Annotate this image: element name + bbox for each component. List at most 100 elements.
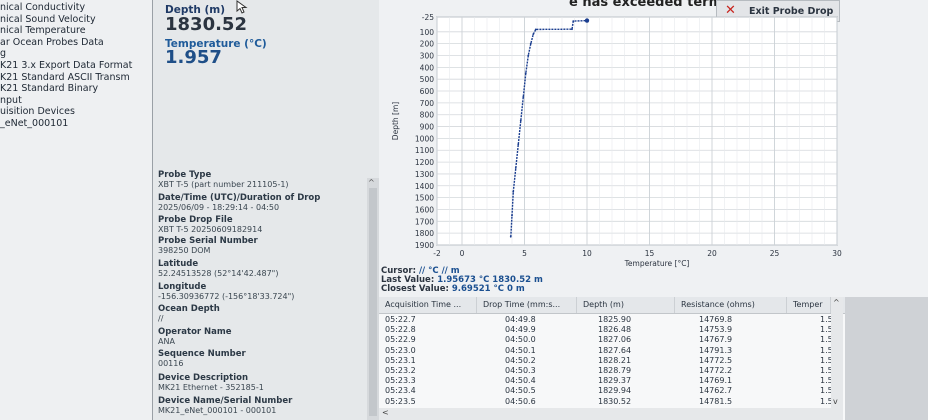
table-vertical-scrollbar[interactable]: ^ v <box>831 297 843 420</box>
depth-temperature-chart[interactable]: -251002003004005006007008009001000110012… <box>379 0 845 290</box>
metadata-value: ANA <box>158 337 175 346</box>
table-cell: 14772.5 <box>699 355 733 365</box>
metadata-label: Probe Serial Number <box>158 236 258 246</box>
table-cell: 05:22.9 <box>385 335 416 345</box>
metadata-label: Latitude <box>158 259 199 269</box>
y-tick-label: 1200 <box>415 158 434 167</box>
metadata-value: MK21 Ethernet - 352185-1 <box>158 383 264 392</box>
table-cell: 1.5 <box>820 355 833 365</box>
y-tick-label: 1800 <box>415 229 434 238</box>
table-cell: 1.5 <box>820 345 833 355</box>
x-tick-label: 15 <box>645 249 655 258</box>
data-point <box>512 190 515 193</box>
table-header-row <box>379 297 845 314</box>
plot-panel: e has exceeded terminal depth ✕ Exit Pro… <box>379 0 928 420</box>
data-point <box>524 72 527 75</box>
y-tick-label: 1400 <box>415 182 434 191</box>
x-tick-label: 0 <box>460 249 465 258</box>
x-tick-label: 25 <box>770 249 780 258</box>
metadata-value: -156.30936772 (-156°18'33.724") <box>158 292 295 301</box>
column-header[interactable]: Resistance (ohms) <box>675 297 787 313</box>
table-cell: 05:23.1 <box>385 355 416 365</box>
column-header[interactable]: Depth (m) <box>577 297 675 313</box>
tree-item[interactable]: nput <box>0 94 22 106</box>
column-header[interactable]: Acquisition Time ... <box>379 297 477 313</box>
table-cell: 04:49.8 <box>505 315 536 324</box>
y-tick-label: 1500 <box>415 194 434 203</box>
tree-item[interactable]: nical Sound Velocity <box>0 13 96 25</box>
table-cell: 1.5 <box>820 376 833 386</box>
column-header[interactable]: Temper <box>787 297 831 313</box>
tree-item[interactable]: nical Temperature <box>0 25 86 37</box>
table-cell: 14769.1 <box>699 376 733 386</box>
depth-label: Depth (m) <box>165 4 226 16</box>
metadata-label: Probe Type <box>158 170 212 180</box>
surface-marker <box>584 18 590 23</box>
tree-item[interactable]: nical Conductivity <box>0 2 86 13</box>
metadata-value: XBT T-5 (part number 211105-1) <box>158 180 289 189</box>
table-cell: 14767.9 <box>699 335 733 345</box>
data-point <box>522 96 525 98</box>
mouse-cursor-icon <box>236 0 248 14</box>
tree-item[interactable]: g <box>0 48 7 60</box>
scroll-up-arrow-icon[interactable]: ^ <box>833 298 840 307</box>
y-tick-label: 200 <box>420 40 435 49</box>
table-horizontal-scrollbar[interactable]: < <box>379 408 831 420</box>
tree-item[interactable]: K21 Standard Binary <box>0 83 99 95</box>
scroll-left-arrow-icon[interactable]: < <box>382 408 389 417</box>
closest-value: 9.69521 °C 0 m <box>451 284 525 294</box>
data-point <box>571 28 573 31</box>
y-tick-label: 400 <box>420 63 435 72</box>
table-cell: 1.5 <box>820 366 833 375</box>
x-tick-label: 10 <box>582 249 592 258</box>
data-point <box>572 20 575 23</box>
metadata-label: Ocean Depth <box>158 304 220 314</box>
scroll-up-arrow-icon[interactable]: ^ <box>368 178 375 187</box>
column-header[interactable]: Drop Time (mm:s... <box>477 297 577 313</box>
table-cell: 04:50.5 <box>505 386 536 396</box>
table-cell: 1830.52 <box>598 396 632 406</box>
table-cell: 1828.79 <box>598 366 632 375</box>
data-point <box>509 235 512 238</box>
y-axis-label: Depth [m] <box>391 102 400 140</box>
table-cell: 05:23.5 <box>385 396 416 406</box>
table-cell: 05:22.8 <box>385 325 416 335</box>
cursor-value: // °C // m <box>418 266 460 276</box>
temperature-value: 1.957 <box>165 47 222 68</box>
navigation-tree: nical Conductivity nical Sound Velocity ni… <box>0 0 153 420</box>
metadata-label: Date/Time (UTC)/Duration of Drop <box>158 193 321 203</box>
tree-item[interactable]: _eNet_000101 <box>0 118 69 129</box>
table-cell: 1827.06 <box>598 335 632 345</box>
y-tick-label: 1900 <box>415 241 434 250</box>
y-tick-label: 1000 <box>415 134 434 143</box>
table-cell: 14791.3 <box>699 345 733 355</box>
table-cell: 14753.9 <box>699 325 733 335</box>
table-cell: 04:50.4 <box>505 376 536 386</box>
metadata-value: XBT T-5 20250609182914 <box>158 225 263 234</box>
metadata-scrollbar[interactable]: ^ <box>367 178 379 420</box>
metadata-value: 52.24513528 (52°14'42.487") <box>158 269 279 278</box>
table-cell: 14769.8 <box>699 315 733 324</box>
table-cell: 1829.94 <box>598 386 632 396</box>
scroll-down-arrow-icon[interactable]: v <box>833 397 838 406</box>
y-tick-label: 900 <box>420 123 435 132</box>
depth-value: 1830.52 <box>165 14 247 35</box>
table-cell: 04:50.6 <box>505 396 536 406</box>
data-point <box>534 28 537 31</box>
tree-item[interactable]: K21 Standard ASCII Transm <box>0 71 130 83</box>
tree-item[interactable]: ar Ocean Probes Data <box>0 36 104 48</box>
y-tick-label: 700 <box>420 99 435 108</box>
data-point <box>514 167 517 169</box>
metadata-value: 00116 <box>158 359 184 368</box>
metadata-label: Sequence Number <box>158 349 246 359</box>
table-cell: 05:23.3 <box>385 376 416 386</box>
y-tick-label: 1600 <box>415 205 434 214</box>
tree-item[interactable]: K21 3.x Export Data Format <box>0 60 133 71</box>
metadata-label: Operator Name <box>158 327 232 337</box>
scrollbar-thumb[interactable] <box>369 188 377 416</box>
metadata-label: Probe Drop File <box>158 215 233 225</box>
tree-item[interactable]: uisition Devices <box>0 106 75 118</box>
probe-status-title: e has exceeded terminal depth <box>569 0 797 10</box>
x-axis-label: Temperature [°C] <box>624 259 690 268</box>
y-tick-label: 800 <box>420 111 435 120</box>
